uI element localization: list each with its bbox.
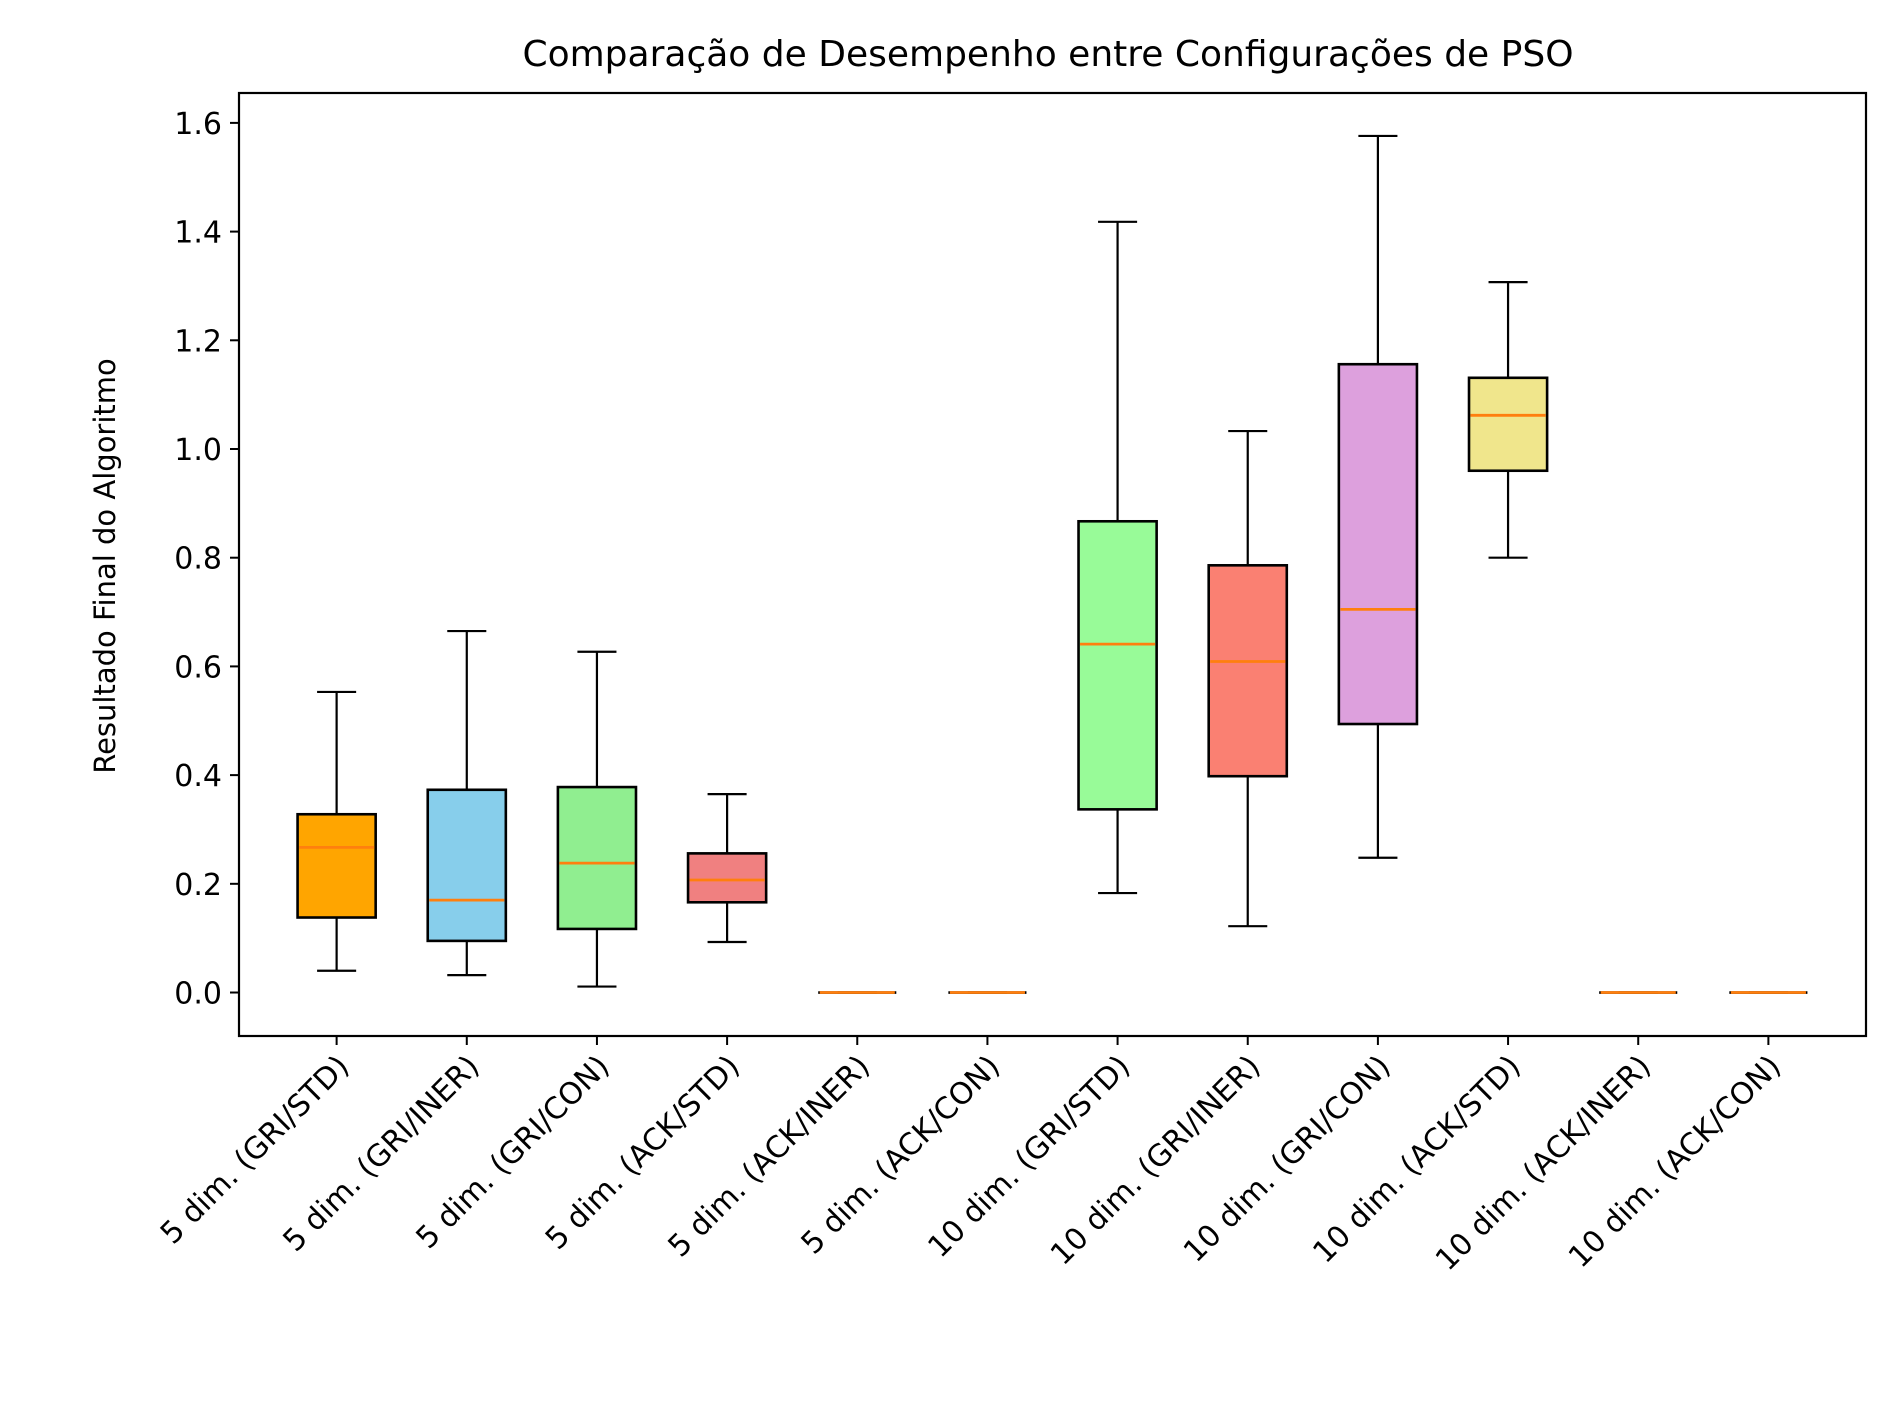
- y-tick-label: 0.0: [174, 977, 222, 1012]
- y-tick-label: 1.0: [174, 433, 222, 468]
- y-tick-label: 0.4: [174, 759, 222, 794]
- y-tick-label: 1.2: [174, 324, 222, 359]
- y-tick-label: 1.4: [174, 216, 222, 251]
- box: [1077, 519, 1158, 811]
- box: [1337, 362, 1419, 726]
- y-tick-label: 1.6: [174, 107, 222, 142]
- plot-frame: [237, 91, 1868, 1038]
- y-axis-label: Resultado Final do Algoritmo: [88, 358, 122, 774]
- box: [296, 812, 377, 919]
- y-tick-label: 0.2: [174, 868, 222, 903]
- y-tick-label: 0.6: [174, 650, 222, 685]
- box: [686, 852, 768, 904]
- y-tick-label: 0.8: [174, 542, 222, 577]
- box: [426, 788, 508, 943]
- box: [1207, 564, 1289, 778]
- box: [556, 785, 638, 931]
- box: [1467, 376, 1549, 473]
- chart-title: Comparação de Desempenho entre Configura…: [522, 34, 1573, 75]
